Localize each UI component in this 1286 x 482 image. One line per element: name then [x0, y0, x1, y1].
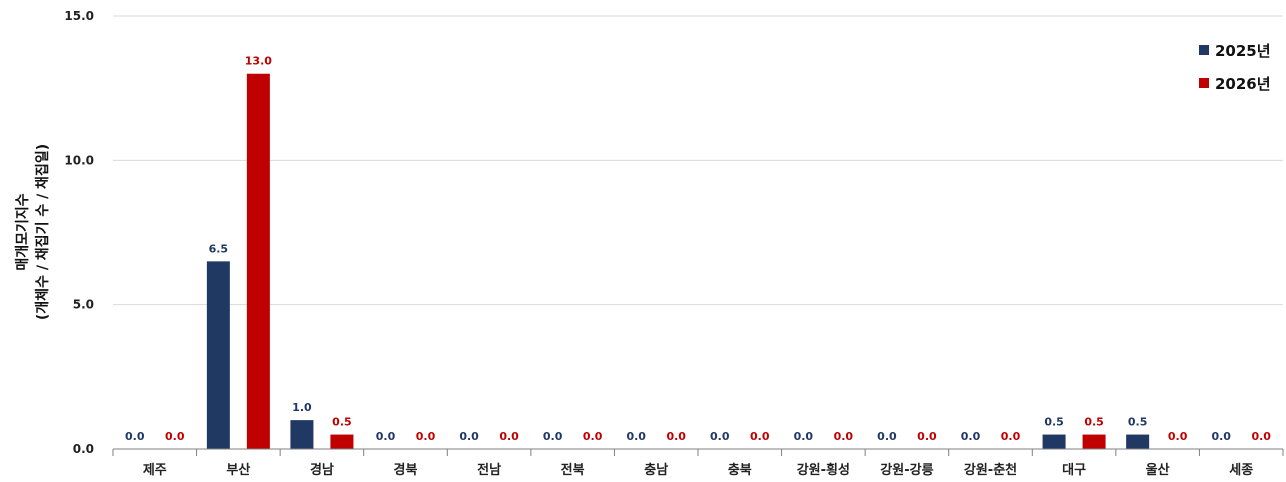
bars	[206, 73, 1150, 449]
data-label: 13.0	[245, 55, 272, 68]
legend-swatch-2026	[1199, 78, 1209, 88]
x-tick-label: 울산	[1146, 462, 1170, 478]
data-label: 0.0	[1211, 430, 1231, 443]
data-label: 0.0	[794, 430, 814, 443]
data-label: 0.0	[125, 430, 145, 443]
data-label: 0.0	[877, 430, 897, 443]
data-labels: 0.0 6.5 1.0 0.0 0.0 0.0 0.0 0.0 0.0 0.0 0.0 0.5 0.5 0…	[125, 55, 1271, 443]
x-tick-label: 충북	[728, 462, 752, 478]
data-label: 0.0	[626, 430, 646, 443]
y-axis-title-line2: (개체수 / 채집기 수 / 채집일)	[34, 144, 51, 320]
x-tick-label: 강원-춘천	[964, 462, 1017, 478]
data-label: 0.5	[1084, 416, 1104, 429]
data-label: 0.0	[459, 430, 479, 443]
data-label: 0.0	[499, 430, 519, 443]
y-tick-label: 0.0	[73, 442, 94, 456]
grid-lines	[113, 15, 1283, 306]
x-tick-label: 경북	[394, 462, 418, 478]
data-label: 0.0	[376, 430, 396, 443]
data-label: 0.0	[416, 430, 436, 443]
data-label: 0.0	[1251, 430, 1271, 443]
legend-swatch-2025	[1199, 45, 1209, 55]
data-label: 0.0	[1001, 430, 1021, 443]
x-tick-label: 세종	[1229, 463, 1253, 478]
data-label: 0.0	[583, 430, 603, 443]
data-label: 0.0	[543, 430, 563, 443]
bar-2026	[330, 434, 354, 449]
x-tick-label: 충남	[644, 462, 668, 478]
data-label: 0.0	[834, 430, 854, 443]
x-tick-label: 강원-횡성	[797, 462, 850, 478]
data-label: 0.0	[961, 430, 981, 443]
y-axis-ticks: 0.0 5.0 10.0 15.0	[64, 9, 94, 456]
x-tick-label: 전남	[477, 462, 501, 478]
x-tick-label: 대구	[1062, 463, 1086, 478]
bar-2025	[1126, 434, 1150, 449]
legend-label-2026: 2026년	[1215, 75, 1271, 93]
data-label: 6.5	[209, 242, 229, 255]
y-axis-title: 매개모기지수 (개체수 / 채집기 수 / 채집일)	[15, 144, 51, 320]
bar-2026	[1082, 434, 1106, 449]
data-label: 0.0	[710, 430, 730, 443]
y-tick-label: 15.0	[64, 9, 94, 23]
bar-2025	[290, 420, 314, 449]
y-tick-label: 5.0	[73, 298, 94, 312]
legend: 2025년 2026년	[1199, 42, 1271, 93]
data-label: 0.0	[165, 430, 185, 443]
data-label: 0.5	[332, 416, 352, 429]
data-label: 0.0	[917, 430, 937, 443]
y-axis-title-line1: 매개모기지수	[15, 193, 31, 270]
x-tick-label: 경남	[310, 462, 334, 478]
bar-2025	[1042, 434, 1066, 449]
data-label: 0.5	[1128, 416, 1148, 429]
bar-2025	[206, 261, 230, 449]
x-tick-label: 강원-강릉	[880, 462, 933, 478]
data-label: 0.0	[1168, 430, 1188, 443]
data-label: 1.0	[292, 401, 312, 414]
data-label: 0.5	[1044, 416, 1064, 429]
data-label: 0.0	[666, 430, 686, 443]
legend-label-2025: 2025년	[1215, 42, 1271, 60]
x-tick-label: 부산	[226, 462, 250, 478]
data-label: 0.0	[750, 430, 770, 443]
x-tick-label: 전북	[561, 462, 585, 478]
x-tick-label: 제주	[143, 463, 167, 478]
y-tick-label: 10.0	[64, 153, 94, 167]
x-axis: 제주 부산 경남 경북 전남 전북 충남 충북 강원-횡성 강원-강릉 강원-춘천 대구 울산 세종	[112, 448, 1284, 478]
bar-2026	[246, 73, 270, 449]
